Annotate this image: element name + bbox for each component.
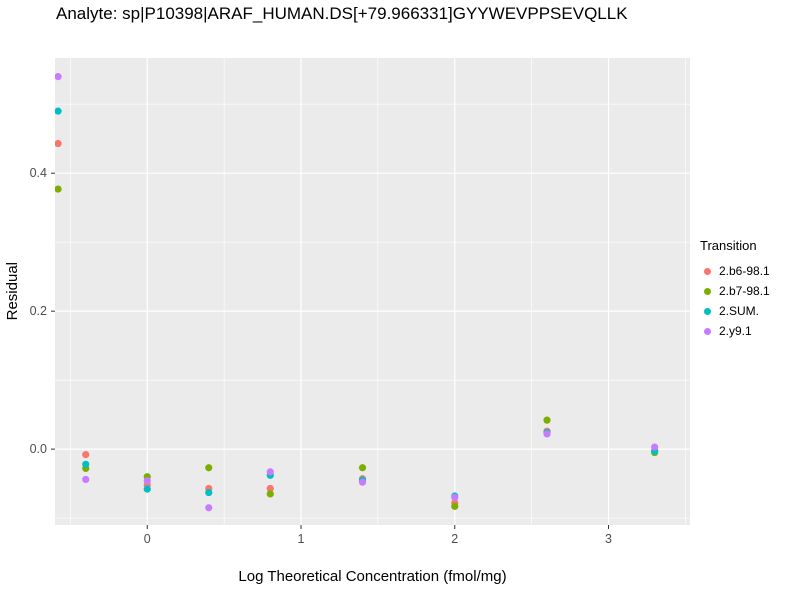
data-point-2.y9.1 <box>82 475 90 484</box>
data-point-2.y9.1 <box>543 430 551 438</box>
legend-items: 2.b6-98.1 2.b7-98.1 2.SUM. 2.y9.1 <box>700 261 770 341</box>
data-point-2.b7-98.1 <box>266 490 274 498</box>
legend-label: 2.SUM. <box>719 304 760 318</box>
data-point-2.SUM. <box>143 485 151 493</box>
data-point-2.y9.1 <box>451 493 459 502</box>
plot-panel <box>55 58 690 525</box>
legend-item: 2.SUM. <box>700 301 770 321</box>
data-point-2.y9.1 <box>143 477 151 485</box>
legend-swatch <box>700 284 714 298</box>
data-point-2.SUM. <box>205 488 213 497</box>
data-point-2.b7-98.1 <box>205 464 213 472</box>
x-tick-label: 1 <box>298 532 305 546</box>
legend-item: 2.y9.1 <box>700 321 770 341</box>
data-point-2.y9.1 <box>205 504 213 512</box>
legend-title: Transition <box>700 238 757 253</box>
legend-dot-icon <box>703 267 711 275</box>
legend-label: 2.y9.1 <box>719 324 752 338</box>
legend-label: 2.b6-98.1 <box>719 264 770 278</box>
legend-swatch <box>700 264 714 278</box>
legend: Transition 2.b6-98.1 2.b7-98.1 2.SUM. 2.y9.… <box>700 238 770 341</box>
legend-item: 2.b6-98.1 <box>700 261 770 281</box>
legend-item: 2.b7-98.1 <box>700 281 770 301</box>
data-point-2.SUM. <box>55 107 62 115</box>
data-point-2.b7-98.1 <box>451 502 459 510</box>
x-tick-label: 0 <box>144 532 151 546</box>
y-tick-label: 0.0 <box>30 442 47 456</box>
data-point-2.b6-98.1 <box>266 484 274 493</box>
data-point-2.SUM. <box>82 460 90 468</box>
data-point-2.y9.1 <box>55 73 62 81</box>
x-tick-label: 3 <box>605 532 612 546</box>
data-point-2.b7-98.1 <box>543 416 551 424</box>
y-tick-label: 0.2 <box>30 304 47 318</box>
legend-swatch <box>700 304 714 318</box>
points-layer <box>55 73 659 512</box>
y-tick-label: 0.4 <box>30 166 47 180</box>
legend-label: 2.b7-98.1 <box>719 284 770 298</box>
data-point-2.b6-98.1 <box>55 139 62 148</box>
data-point-2.y9.1 <box>651 443 659 451</box>
legend-dot-icon <box>703 287 711 295</box>
data-point-2.b7-98.1 <box>55 185 62 193</box>
legend-swatch <box>700 324 714 338</box>
data-point-2.y9.1 <box>358 478 367 486</box>
plot-title: Analyte: sp|P10398|ARAF_HUMAN.DS[+79.966… <box>56 4 628 23</box>
x-axis-title: Log Theoretical Concentration (fmol/mg) <box>238 568 507 585</box>
legend-dot-icon <box>703 327 711 335</box>
data-point-2.b7-98.1 <box>358 464 367 472</box>
data-point-2.y9.1 <box>266 468 274 476</box>
x-tick-label: 2 <box>451 532 458 546</box>
data-point-2.b6-98.1 <box>82 451 90 459</box>
legend-dot-icon <box>703 307 711 315</box>
